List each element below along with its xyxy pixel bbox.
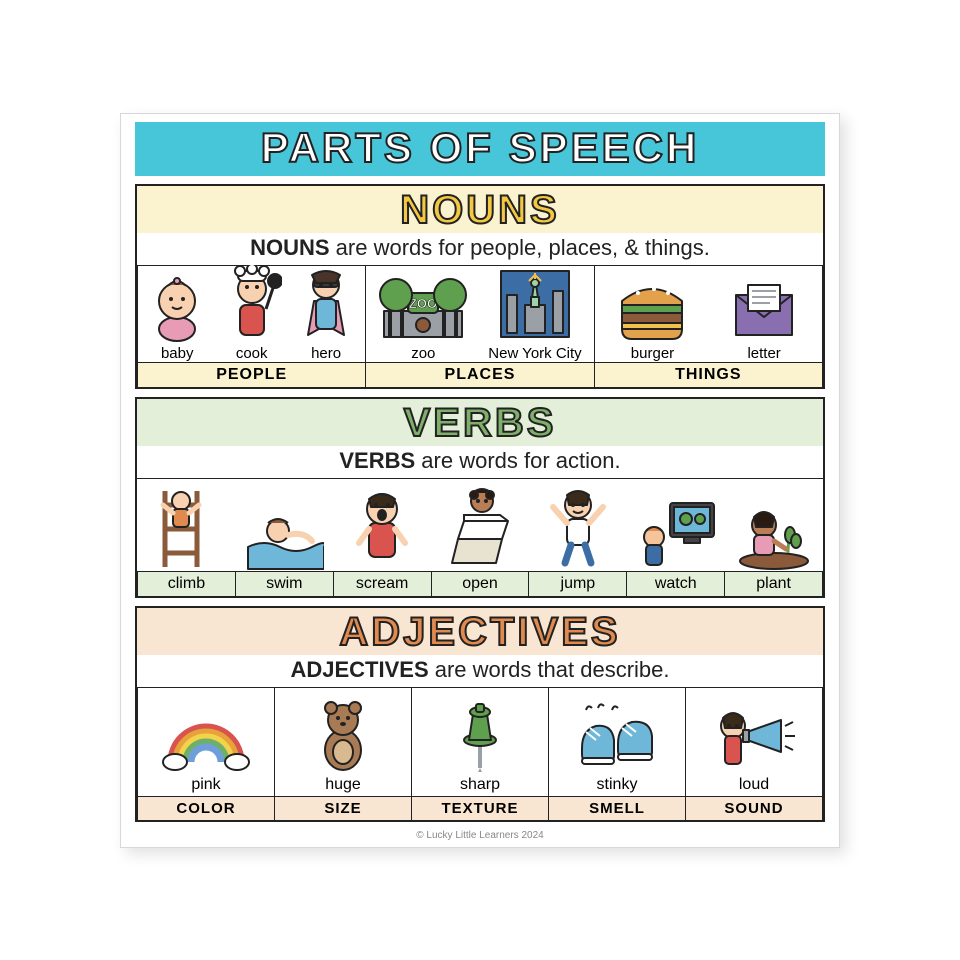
- nouns-header: NOUNS: [137, 186, 823, 233]
- noun-label: New York City: [488, 345, 581, 362]
- adj-megaphone-cell: loud SOUND: [686, 687, 823, 820]
- verb-label: plant: [725, 571, 823, 596]
- adj-bear-icon: [275, 688, 411, 774]
- noun-hero-icon: hero: [296, 265, 356, 362]
- adj-category: SIZE: [275, 796, 411, 820]
- credit-line: © Lucky Little Learners 2024: [135, 830, 825, 841]
- adj-megaphone-icon: [686, 688, 822, 774]
- adj-desc-rest: are words that describe.: [429, 657, 670, 682]
- verb-climb-icon: [137, 479, 235, 571]
- title-banner: PARTS OF SPEECH: [135, 122, 825, 176]
- verb-label: watch: [627, 571, 725, 596]
- adj-header: ADJECTIVES: [137, 608, 823, 655]
- adj-desc-strong: ADJECTIVES: [290, 657, 428, 682]
- adj-pushpin-icon: [412, 688, 548, 774]
- section-verbs: VERBS VERBS are words for action.: [135, 397, 825, 598]
- page-title: PARTS OF SPEECH: [261, 124, 700, 171]
- noun-label: baby: [161, 345, 194, 362]
- noun-label: letter: [747, 345, 780, 362]
- noun-zoo-icon: ZOO zoo: [378, 265, 468, 362]
- verb-label: swim: [236, 571, 334, 596]
- adj-desc: ADJECTIVES are words that describe.: [137, 655, 823, 687]
- nouns-category-label: PLACES: [366, 362, 593, 387]
- verbs-pics: [137, 478, 823, 571]
- noun-baby-icon: baby: [147, 271, 207, 362]
- noun-label: hero: [311, 345, 341, 362]
- verb-label: open: [432, 571, 530, 596]
- nouns-category-label: PEOPLE: [138, 362, 365, 387]
- verbs-title: VERBS: [404, 401, 557, 445]
- section-adjectives: ADJECTIVES ADJECTIVES are words that des…: [135, 606, 825, 822]
- nouns-desc-strong: NOUNS: [250, 235, 329, 260]
- nouns-group-places: ZOO zoo New York CityPLACES: [366, 265, 594, 387]
- nouns-group-people: baby cook heroPEOPLE: [137, 265, 366, 387]
- verbs-desc: VERBS are words for action.: [137, 446, 823, 478]
- adj-category: TEXTURE: [412, 796, 548, 820]
- noun-nyc-icon: New York City: [488, 265, 581, 362]
- nouns-group-things: burger letterTHINGS: [595, 265, 823, 387]
- adj-label: pink: [138, 774, 274, 796]
- verbs-desc-rest: are words for action.: [415, 448, 620, 473]
- adj-label: loud: [686, 774, 822, 796]
- nouns-title: NOUNS: [400, 188, 559, 232]
- adj-bear-cell: huge SIZE: [275, 687, 412, 820]
- verbs-desc-strong: VERBS: [339, 448, 415, 473]
- verb-scream-icon: [333, 479, 431, 571]
- nouns-desc: NOUNS are words for people, places, & th…: [137, 233, 823, 265]
- nouns-row: baby cook heroPEOPLE ZOO zoo New York Ci…: [137, 265, 823, 387]
- svg-text:ZOO: ZOO: [409, 296, 437, 311]
- adj-rainbow-cell: pink COLOR: [137, 687, 275, 820]
- adj-row: pink COLOR huge SIZE sharp TEXTURE stink…: [137, 687, 823, 820]
- verb-plant-icon: [725, 479, 823, 571]
- adj-category: SOUND: [686, 796, 822, 820]
- noun-label: cook: [236, 345, 268, 362]
- noun-label: zoo: [411, 345, 435, 362]
- poster: PARTS OF SPEECH NOUNS NOUNS are words fo…: [120, 113, 840, 848]
- adj-rainbow-icon: [138, 688, 274, 774]
- noun-letter-icon: letter: [726, 277, 802, 362]
- adj-label: sharp: [412, 774, 548, 796]
- verb-label: jump: [529, 571, 627, 596]
- noun-cook-icon: cook: [222, 265, 282, 362]
- nouns-desc-rest: are words for people, places, & things.: [330, 235, 710, 260]
- verb-swim-icon: [235, 479, 333, 571]
- nouns-category-label: THINGS: [595, 362, 822, 387]
- noun-label: burger: [631, 345, 674, 362]
- verb-label: climb: [137, 571, 236, 596]
- section-nouns: NOUNS NOUNS are words for people, places…: [135, 184, 825, 389]
- adj-label: stinky: [549, 774, 685, 796]
- verbs-header: VERBS: [137, 399, 823, 446]
- verb-label: scream: [334, 571, 432, 596]
- verb-open-icon: [431, 479, 529, 571]
- adj-shoes-cell: stinky SMELL: [549, 687, 686, 820]
- verbs-labels: climbswimscreamopenjumpwatchplant: [137, 571, 823, 596]
- verb-jump-icon: [529, 479, 627, 571]
- noun-burger-icon: burger: [614, 273, 690, 362]
- verb-watch-icon: [627, 479, 725, 571]
- adj-category: COLOR: [138, 796, 274, 820]
- adj-title: ADJECTIVES: [339, 610, 620, 654]
- adj-shoes-icon: [549, 688, 685, 774]
- adj-label: huge: [275, 774, 411, 796]
- adj-pushpin-cell: sharp TEXTURE: [412, 687, 549, 820]
- adj-category: SMELL: [549, 796, 685, 820]
